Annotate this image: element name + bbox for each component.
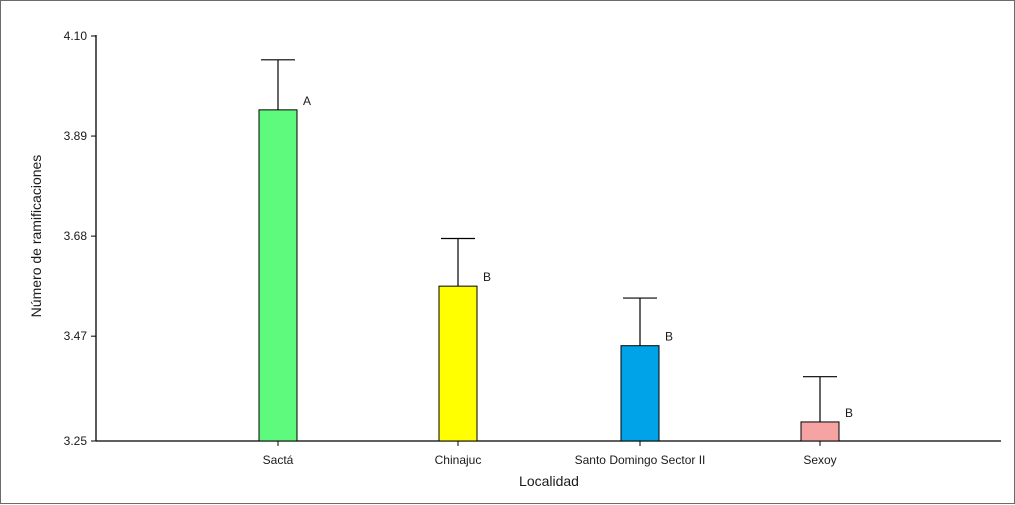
x-tick-label: Sexoy — [803, 453, 836, 467]
plot-area: 3.25 3.47 3.68 3.89 4.10 Sactá A Chinajuc B Santo… — [64, 29, 1001, 467]
y-tick-label: 3.89 — [64, 129, 88, 143]
group-letter-label: A — [303, 94, 311, 108]
bar — [258, 109, 298, 442]
group-letter-label: B — [665, 330, 673, 344]
x-tick-label: Sactá — [263, 453, 294, 467]
y-axis-title: Número de ramificaciones — [28, 155, 44, 318]
y-tick-label: 3.68 — [64, 229, 88, 243]
x-tick-label: Santo Domingo Sector II — [575, 453, 706, 467]
bar — [438, 285, 478, 442]
x-tick-label: Chinajuc — [435, 453, 482, 467]
group-letter-label: B — [483, 270, 491, 284]
bar — [800, 421, 840, 442]
y-tick-label: 3.47 — [64, 329, 88, 343]
bar — [620, 345, 660, 442]
y-tick-label: 4.10 — [64, 29, 88, 43]
x-axis-title: Localidad — [519, 473, 579, 489]
group-letter-label: B — [845, 406, 853, 420]
y-tick-label: 3.25 — [64, 434, 88, 448]
